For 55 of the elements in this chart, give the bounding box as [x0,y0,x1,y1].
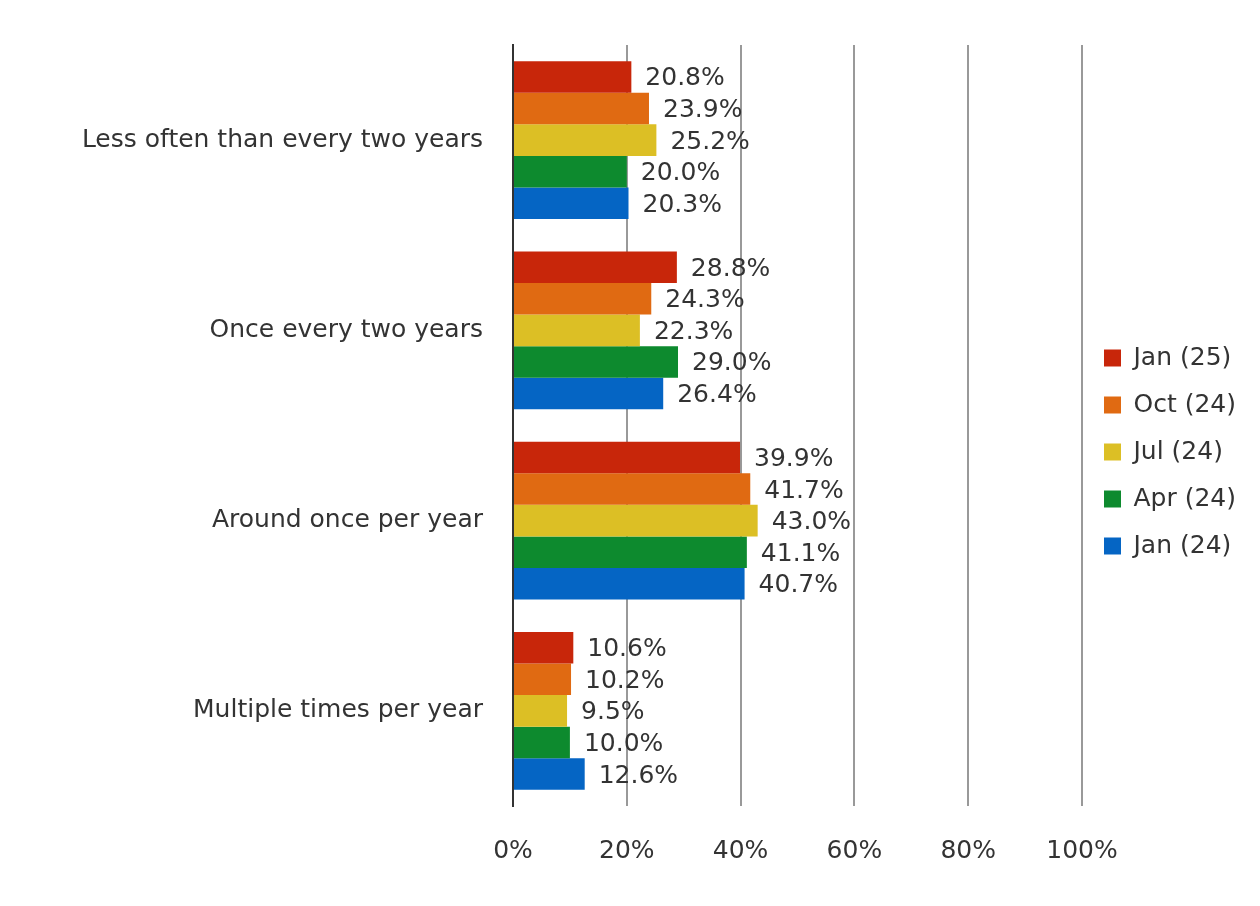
bar [514,61,632,93]
x-tick-label: 100% [1046,834,1118,864]
text: 28.8% [690,252,771,282]
x-tick-label: 0% [493,834,533,864]
text: 10.6% [587,633,667,663]
bar [514,663,572,696]
text: 23.9% [662,94,743,124]
bar [514,568,745,600]
legend-label: Jan (24) [1131,529,1232,559]
legend-label: Jul (24) [1131,435,1223,465]
text: 24.3% [665,284,745,314]
x-tick-label: 80% [940,834,996,864]
text: 20.8% [645,62,725,92]
text: 26.4% [677,379,757,409]
bar [514,314,640,347]
text: 25.2% [670,125,750,155]
x-tick-label: 40% [712,834,769,864]
bar [514,283,652,315]
y-tick-label: Multiple times per year [193,694,484,724]
bar [514,377,664,410]
text: 41.1% [760,537,841,567]
x-tick-label: 20% [599,834,655,864]
y-tick-label: Less often than every two years [81,123,483,153]
text: 43.0% [771,506,852,536]
bar [514,536,747,568]
text: 41.7% [764,474,844,504]
bar [514,124,657,156]
text: 22.3% [653,315,734,345]
bar [514,473,751,505]
legend-label: Oct (24) [1133,388,1236,418]
text: 40.7% [758,569,838,599]
legend-label: Jan (25) [1131,341,1232,371]
y-tick-label: Once every two years [209,313,483,343]
text: 20.3% [642,188,722,218]
bar [514,155,627,188]
bar [514,251,677,283]
text: 10.2% [585,664,665,694]
y-tick-label: Around once per year [211,504,484,534]
text: 20.0% [640,157,721,187]
legend-label: Apr (24) [1133,482,1236,512]
text: 9.5% [581,696,645,726]
x-tick-label: 60% [826,834,883,864]
bar [514,187,629,220]
bar [514,504,758,537]
text: 12.6% [598,759,679,789]
text: 39.9% [754,442,834,472]
text: 10.0% [583,727,664,757]
bar [514,726,570,759]
bar [514,631,574,664]
bar [514,695,568,727]
bar [514,92,649,125]
bar [514,758,585,790]
bar [514,441,741,474]
bar [514,346,679,378]
text: 29.0% [692,347,772,377]
